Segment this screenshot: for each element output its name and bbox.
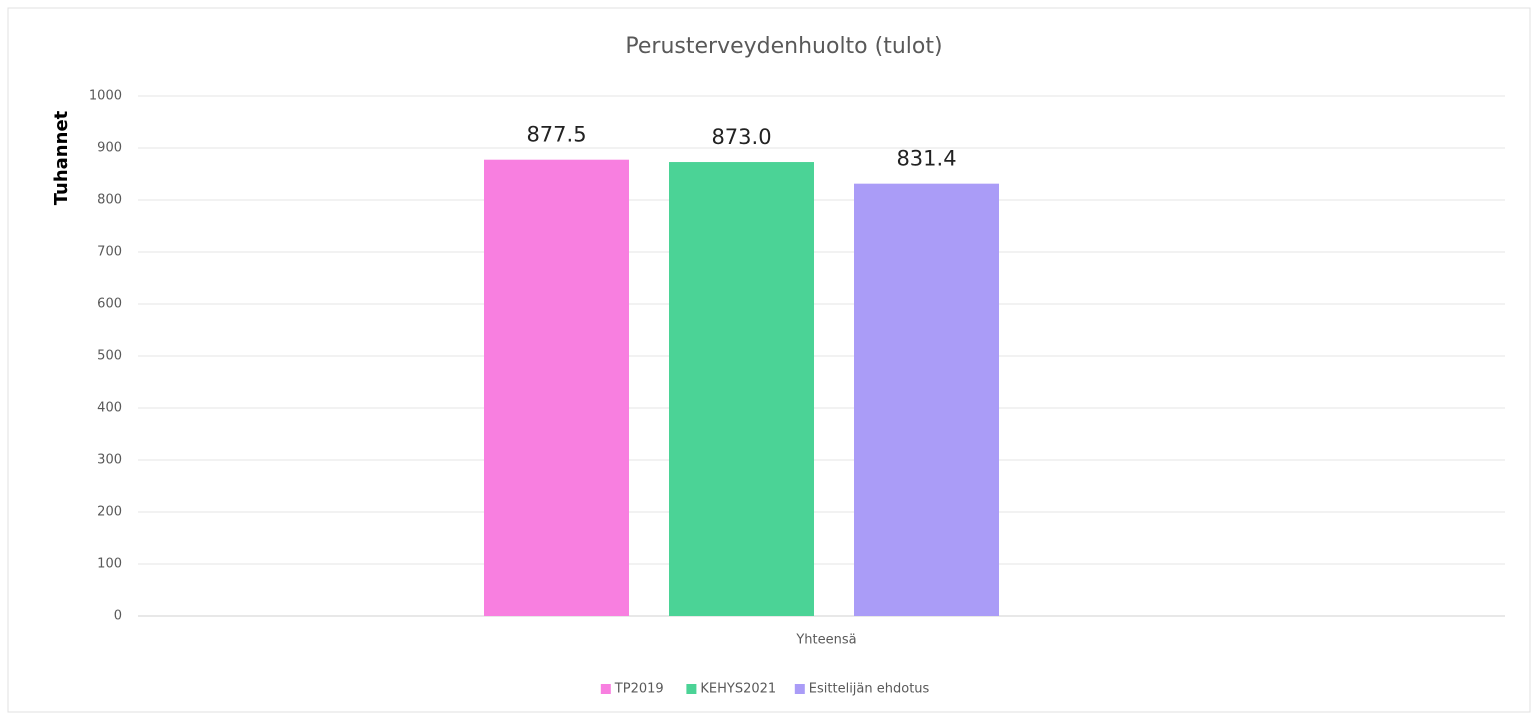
y-tick-label: 200	[97, 505, 122, 520]
legend-swatch	[794, 684, 805, 694]
chart-title: Perusterveydenhuolto (tulot)	[625, 34, 942, 59]
data-label: 873.0	[711, 125, 771, 149]
x-tick-label: Yhteensä	[795, 633, 856, 648]
y-axis-title: Tuhannet	[51, 110, 72, 205]
legend-label: TP2019	[614, 682, 664, 697]
y-tick-label: 800	[97, 193, 122, 208]
legend-swatch	[600, 684, 611, 694]
y-tick-label: 1000	[89, 89, 122, 104]
legend-label: KEHYS2021	[700, 682, 776, 697]
y-tick-label: 300	[97, 453, 122, 468]
data-label: 831.4	[896, 147, 956, 171]
data-label: 877.5	[526, 123, 586, 147]
y-tick-label: 0	[114, 609, 122, 624]
bar	[484, 159, 629, 616]
y-tick-label: 500	[97, 349, 122, 364]
bar	[854, 183, 999, 616]
bar	[669, 162, 814, 617]
y-tick-label: 900	[97, 141, 122, 156]
y-tick-label: 600	[97, 297, 122, 312]
y-tick-label: 100	[97, 557, 122, 572]
legend-label: Esittelijän ehdotus	[809, 682, 930, 697]
y-tick-label: 400	[97, 401, 122, 416]
legend-swatch	[686, 684, 697, 694]
y-tick-label: 700	[97, 245, 122, 260]
